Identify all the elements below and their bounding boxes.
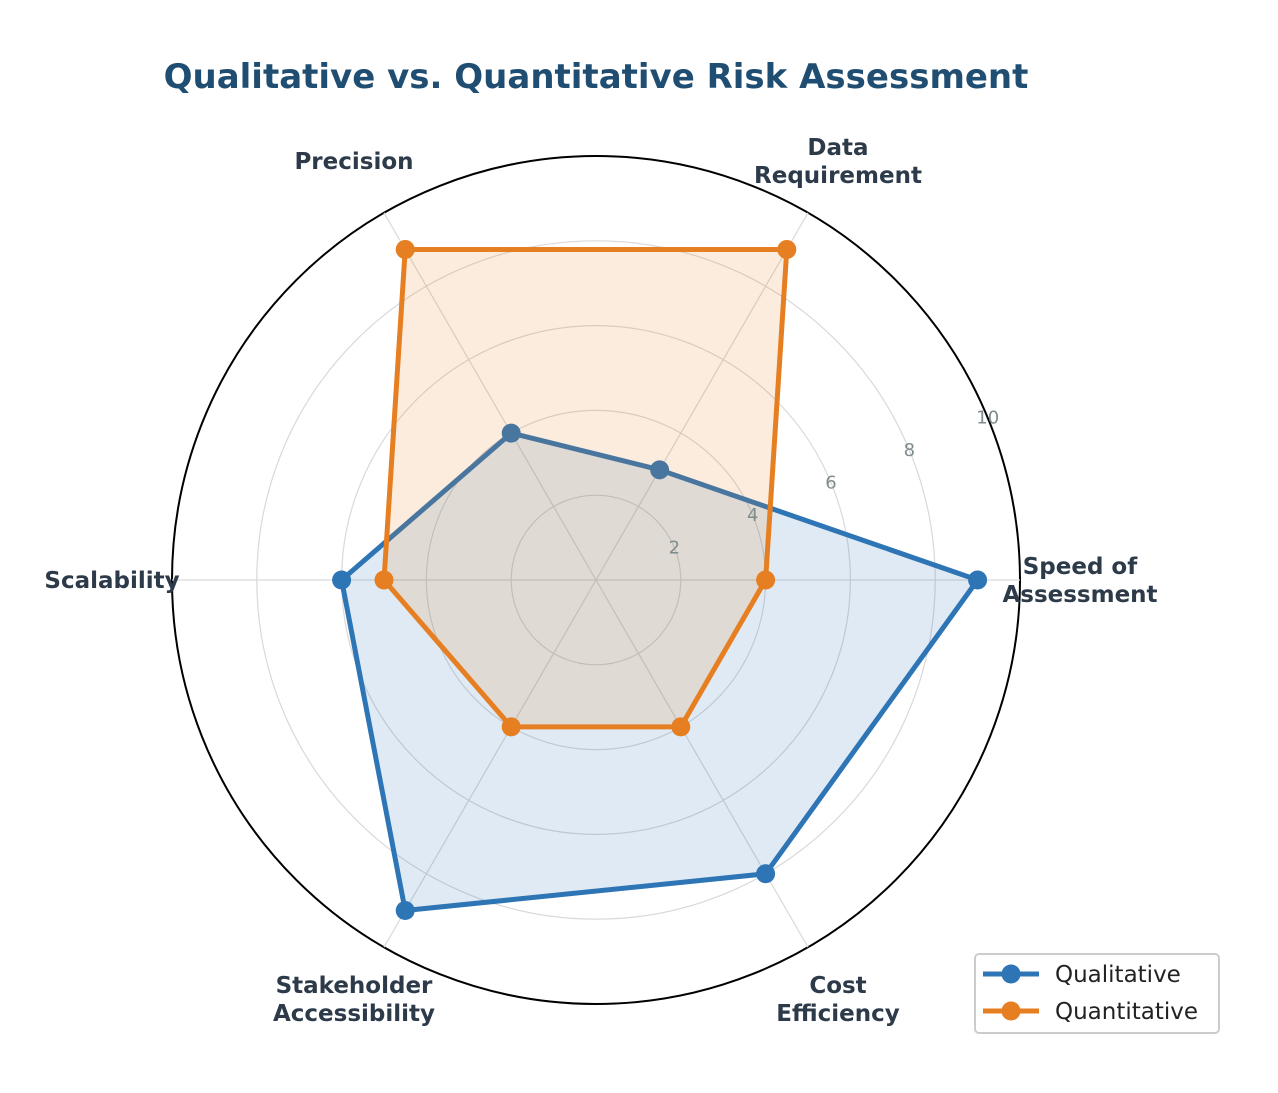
grid-spoke <box>383 212 597 581</box>
radial-tick-label: 2 <box>669 538 680 559</box>
legend-label: Quantitative <box>1055 999 1198 1025</box>
data-point <box>671 717 691 737</box>
series-area <box>384 249 787 727</box>
series-area <box>341 433 978 911</box>
radial-tick-label: 10 <box>976 408 999 429</box>
tick-label-layer: 2 4 6 8 10 <box>669 408 1000 559</box>
category-label: Speed of Assessment <box>1002 554 1157 608</box>
data-point <box>968 570 988 590</box>
radial-tick-label: 8 <box>904 440 915 461</box>
grid-spoke <box>595 212 809 581</box>
series-layer <box>332 240 988 920</box>
legend: Qualitative Quantitative <box>974 953 1220 1034</box>
data-point <box>395 240 415 260</box>
data-point <box>756 570 776 590</box>
category-label: Data Requirement <box>754 135 922 189</box>
data-point <box>374 570 394 590</box>
data-point <box>332 570 352 590</box>
data-point <box>501 423 521 443</box>
legend-item: Quantitative <box>983 999 1198 1025</box>
series-quantitative <box>374 240 797 737</box>
data-point <box>756 864 776 884</box>
radial-tick-label: 6 <box>825 473 836 494</box>
data-point <box>650 460 670 480</box>
data-point <box>395 900 415 920</box>
series-qualitative <box>332 423 988 920</box>
legend-marker <box>1001 964 1021 984</box>
chart-title: Qualitative vs. Quantitative Risk Assess… <box>164 57 1029 97</box>
axis-label-layer: Speed of Assessment Data Requirement Precisi… <box>44 135 1157 1027</box>
legend-label: Qualitative <box>1055 962 1181 988</box>
category-label: Stakeholder Accessibility <box>273 973 435 1027</box>
grid-spoke <box>595 579 809 948</box>
category-label: Scalability <box>44 568 179 594</box>
grid-spoke <box>383 579 597 948</box>
data-point <box>777 240 797 260</box>
data-point <box>501 717 521 737</box>
legend-item: Qualitative <box>983 962 1181 988</box>
category-label: Precision <box>294 149 413 175</box>
category-label: Cost Efficiency <box>776 973 899 1027</box>
radial-tick-label: 4 <box>747 505 758 526</box>
legend-marker <box>1001 1001 1021 1021</box>
